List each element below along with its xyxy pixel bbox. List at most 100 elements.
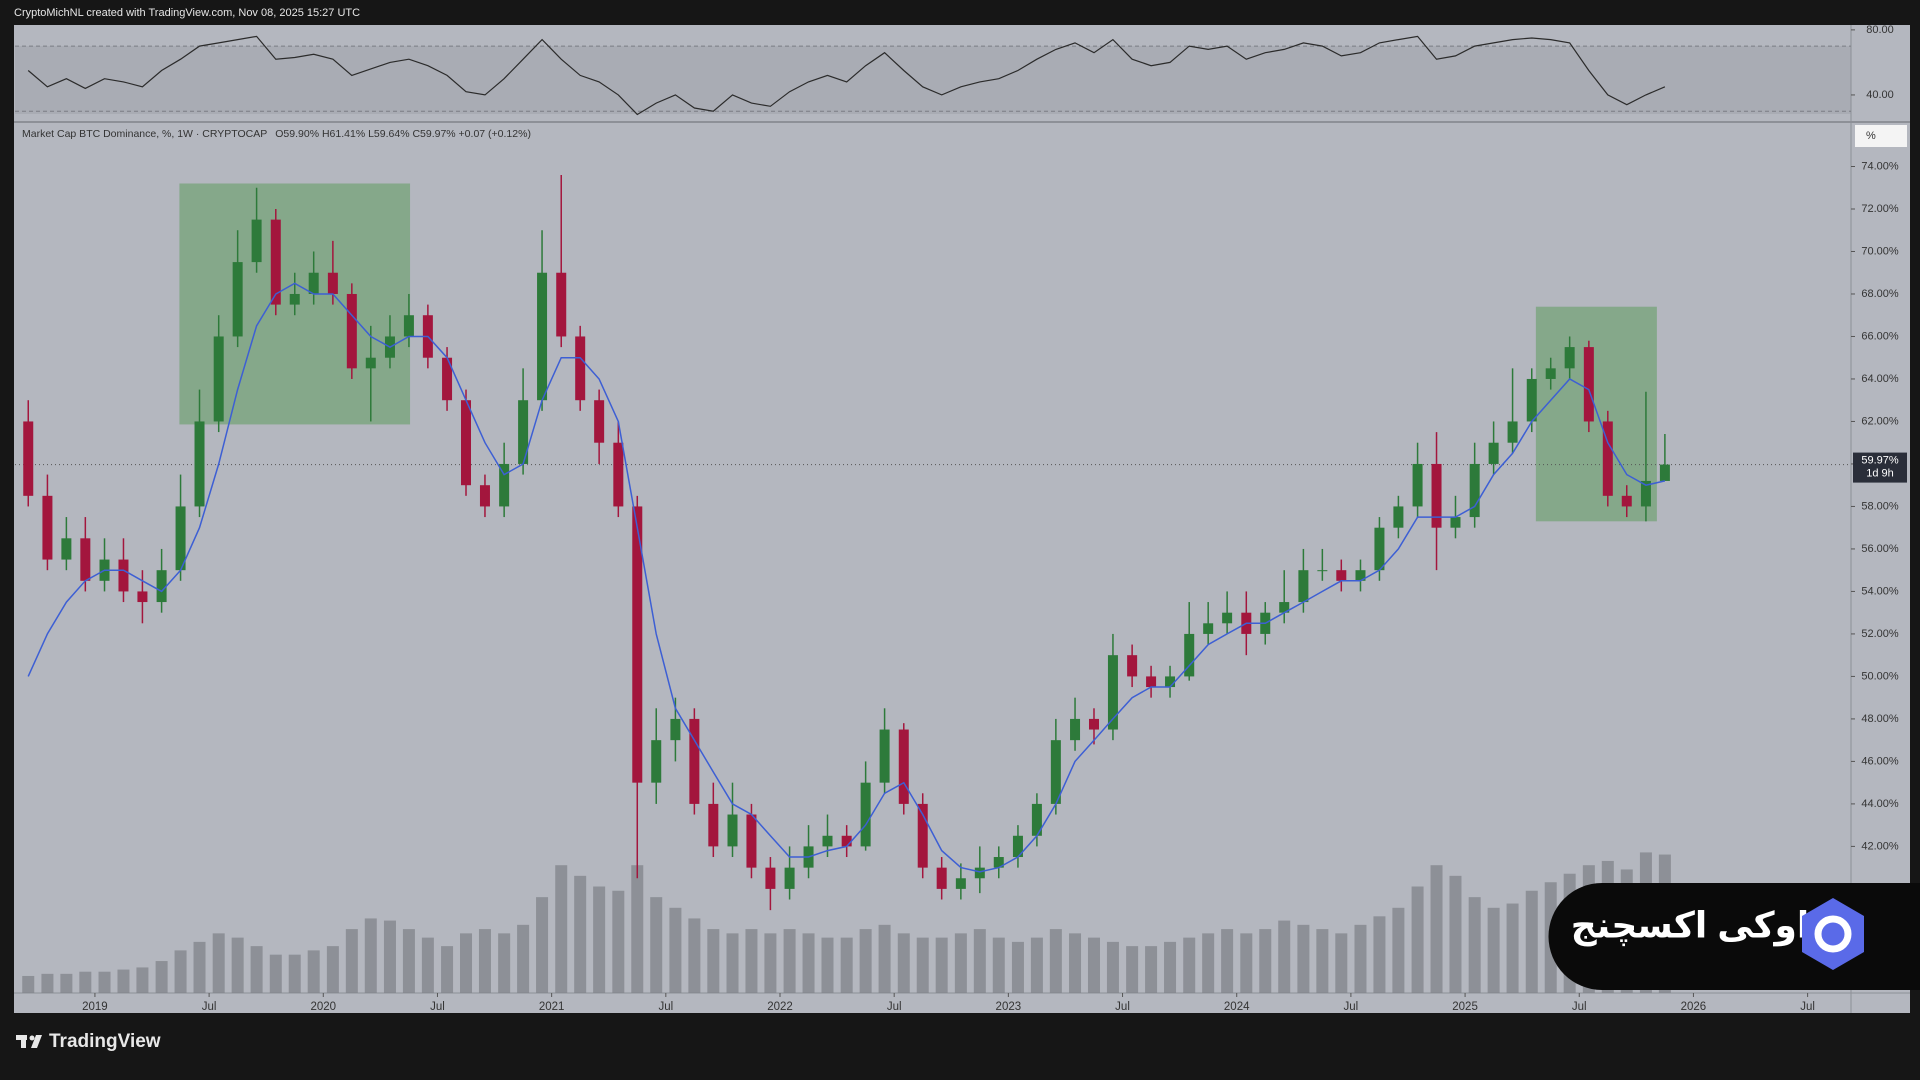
candle-body (365, 357, 376, 369)
candle-body (1203, 623, 1214, 634)
y-tick-label: 72.00% (1861, 203, 1899, 215)
volume-bar (174, 950, 187, 993)
candle-body (479, 485, 490, 507)
plot: 42.00% 44.00% 46.00% 48.00% 50.00% 52.00% 54.0… (15, 24, 1907, 1013)
volume-bar (612, 890, 625, 993)
moving-average (27, 282, 1666, 873)
x-tick-label: 2025 (1452, 1001, 1478, 1013)
x-tick-label: Jul (1115, 1001, 1130, 1013)
y-tick-label: 58.00% (1861, 500, 1899, 512)
volume-bar (136, 967, 149, 993)
volume-bar (821, 937, 834, 993)
candle-body (499, 463, 510, 507)
candle-body (841, 835, 852, 847)
volume-bar (1468, 897, 1481, 993)
candle-body (156, 570, 167, 603)
candle-body (1431, 463, 1442, 528)
candle-body (251, 219, 262, 263)
volume-bar (1316, 929, 1329, 993)
volume-bar (364, 918, 377, 993)
candle-body (765, 867, 776, 889)
candle-body (632, 506, 643, 783)
candle-body (1222, 612, 1233, 624)
candle-body (689, 718, 700, 804)
volume-bar (783, 929, 796, 993)
highlight-box (1535, 306, 1657, 522)
volume-bar (1183, 937, 1196, 993)
legend: Market Cap BTC Dominance, %, 1W · CRYPTO… (22, 128, 531, 140)
volume-bar (517, 924, 530, 993)
y-tick-label: 50.00% (1861, 670, 1899, 682)
volume-bar (1392, 907, 1405, 993)
candle-body (1298, 570, 1309, 603)
candle-body (23, 421, 34, 496)
y-tick-label: 62.00% (1861, 415, 1899, 427)
x-tick-label: 2026 (1681, 1001, 1707, 1013)
candle-body (1012, 835, 1023, 858)
volume-bar (593, 886, 606, 993)
volume-bar (269, 954, 282, 993)
volume-bar (1411, 886, 1424, 993)
volume-bar (1449, 875, 1462, 993)
volume-bar (193, 941, 206, 993)
candle-body (1165, 676, 1176, 688)
candle-body (327, 272, 338, 294)
candle-body (955, 878, 966, 889)
volume-bar (840, 937, 853, 993)
candle-body (1393, 506, 1404, 528)
volume-bar (1373, 916, 1386, 993)
candle-body (1545, 368, 1556, 379)
candle-body (1412, 463, 1423, 507)
x-tick-label: Jul (1572, 1001, 1587, 1013)
candle-body (822, 835, 833, 847)
volume-bar (155, 961, 168, 993)
candle-body (727, 814, 738, 847)
volume-bar (478, 929, 491, 993)
volume-bar (707, 929, 720, 993)
candle-body (860, 782, 871, 847)
volume-bar (973, 929, 986, 993)
volume-bar (98, 971, 111, 993)
unit-label: % (1866, 130, 1876, 142)
ohlc: O59.90% H61.41% L59.64% C59.97% +0.07 (+… (275, 128, 531, 140)
x-tick-label: 2019 (82, 1001, 108, 1013)
candle-body (232, 262, 243, 337)
y-tick-label: 42.00% (1861, 840, 1899, 852)
candle-body (594, 400, 605, 443)
x-tick-label: 2020 (310, 1001, 336, 1013)
candle-body (1450, 517, 1461, 528)
y-tick-label: 70.00% (1861, 245, 1899, 257)
candle-body (175, 506, 186, 571)
countdown: 1d 9h (1866, 467, 1894, 479)
volume-bar (1240, 933, 1253, 993)
candle-body (917, 803, 928, 868)
last-price-box (1853, 452, 1907, 483)
volume-bar (1354, 924, 1367, 993)
volume-bar (1525, 890, 1538, 993)
candle-body (213, 336, 224, 422)
watermark-logo (1802, 898, 1864, 970)
candle-body (270, 219, 281, 305)
candle-body (1583, 347, 1594, 422)
volume-bar (1011, 941, 1024, 993)
candle-body (670, 718, 681, 741)
volume-bar (555, 865, 568, 993)
candle-body (784, 867, 795, 889)
candle-body (651, 740, 662, 783)
candle-body (613, 442, 624, 507)
volume-bar (1106, 941, 1119, 993)
volume-bar (250, 946, 263, 993)
volume-bar (1087, 937, 1100, 993)
candle-body (289, 293, 300, 305)
candle-body (974, 867, 985, 879)
volume-bar (1506, 903, 1519, 993)
candle-body (746, 814, 757, 868)
volume-bar (897, 933, 910, 993)
candle-body (1050, 740, 1061, 804)
candle-body (1564, 347, 1575, 369)
rsi-band (15, 46, 1851, 114)
volume-bar (1259, 929, 1272, 993)
y-tick-label: 46.00% (1861, 755, 1899, 767)
candle-body (1374, 527, 1385, 571)
